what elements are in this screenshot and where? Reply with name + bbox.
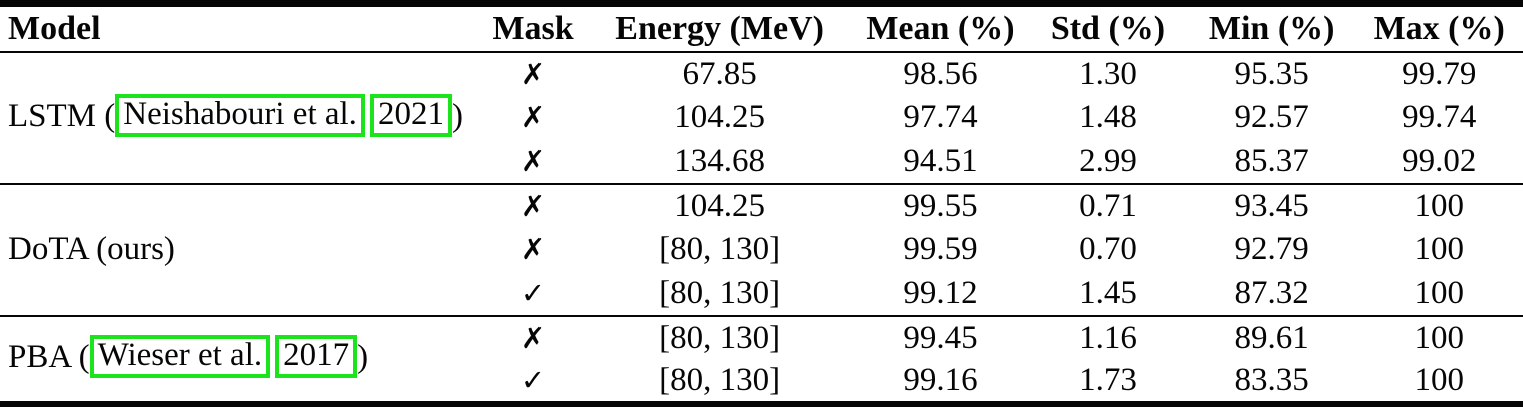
cross-icon: ✗ [520, 320, 546, 355]
cross-icon: ✗ [520, 188, 546, 223]
std-cell: 1.45 [1079, 274, 1137, 311]
mask-cell: ✗ [480, 316, 587, 360]
col-header-min: Min (%) [1208, 9, 1335, 47]
min-cell: 92.57 [1234, 99, 1309, 135]
min-cell: 89.61 [1234, 319, 1309, 356]
energy-cell: [80, 130] [659, 361, 781, 398]
model-cell-pba: PBA (Wieser et al. 2017) [0, 316, 480, 404]
mean-cell: 98.56 [903, 55, 978, 92]
cross-icon: ✗ [520, 100, 546, 134]
energy-cell: [80, 130] [659, 274, 781, 311]
std-cell: 1.73 [1079, 361, 1137, 398]
mask-cell: ✓ [480, 272, 587, 316]
table-row: LSTM (Neishabouri et al. 2021) ✗ 67.85 98… [0, 52, 1523, 138]
group-lstm: LSTM (Neishabouri et al. 2021) ✗ 67.85 98… [0, 52, 1523, 184]
group-pba: PBA (Wieser et al. 2017) ✗ [80, 130] 99.4… [0, 316, 1523, 404]
model-cell-dota: DoTA (ours) [0, 184, 480, 316]
model-label-prefix: PBA ( [8, 338, 90, 375]
max-cell: 100 [1414, 319, 1464, 356]
max-cell: 100 [1414, 274, 1464, 311]
std-cell: 1.30 [1079, 55, 1137, 92]
table-row: ✓ [80, 130] 99.12 1.45 87.32 100 [0, 272, 1523, 316]
mask-cell: ✗ [480, 52, 587, 96]
min-cell: 83.35 [1234, 361, 1309, 398]
std-cell: 2.99 [1079, 142, 1137, 179]
energy-cell: 134.68 [674, 142, 765, 179]
mask-cell: ✗ [480, 184, 587, 228]
mask-cell: ✓ [480, 360, 587, 404]
cross-icon: ✗ [520, 143, 546, 178]
table-row: ✗ 134.68 94.51 2.99 85.37 99.02 [0, 140, 1523, 184]
energy-cell: 104.25 [674, 99, 765, 135]
citation-link-2017[interactable]: 2017 [275, 335, 358, 379]
max-cell: 100 [1414, 361, 1464, 398]
std-cell: 0.70 [1079, 231, 1137, 267]
col-header-model: Model [8, 9, 101, 47]
model-label-suffix: ) [357, 338, 369, 375]
citation-link-2021[interactable]: 2021 [369, 94, 452, 138]
min-cell: 95.35 [1234, 55, 1309, 92]
min-cell: 87.32 [1234, 274, 1309, 311]
cross-icon: ✗ [520, 232, 546, 266]
mean-cell: 99.12 [903, 274, 978, 311]
mean-cell: 94.51 [903, 142, 978, 179]
results-table: Model Mask Energy (MeV) Mean (%) Std (%)… [0, 0, 1523, 407]
mean-cell: 99.59 [903, 231, 978, 267]
max-cell: 100 [1414, 187, 1464, 224]
std-cell: 0.71 [1079, 187, 1137, 224]
group-dota: DoTA (ours) ✗ 104.25 99.55 0.71 93.45 10… [0, 184, 1523, 316]
table-row: DoTA (ours) ✗ 104.25 99.55 0.71 93.45 10… [0, 184, 1523, 268]
mask-cell: ✗ [480, 228, 587, 272]
mean-cell: 99.16 [903, 361, 978, 398]
energy-cell: [80, 130] [659, 319, 781, 356]
min-cell: 93.45 [1234, 187, 1309, 224]
mask-cell: ✗ [480, 140, 587, 184]
min-cell: 92.79 [1234, 231, 1309, 267]
model-label-suffix: ) [451, 97, 463, 134]
col-header-energy: Energy (MeV) [615, 9, 824, 47]
mean-cell: 99.55 [903, 187, 978, 224]
check-icon: ✓ [520, 275, 546, 310]
cross-icon: ✗ [520, 56, 546, 91]
energy-cell: 104.25 [674, 187, 765, 224]
table-row: ✗ 104.25 97.74 1.48 92.57 99.74 [0, 96, 1523, 140]
citation-link-neishabouri[interactable]: Neishabouri et al. [115, 94, 365, 138]
min-cell: 85.37 [1234, 142, 1309, 179]
table-row: PBA (Wieser et al. 2017) ✗ [80, 130] 99.4… [0, 316, 1523, 379]
table-row: ✗ [80, 130] 99.59 0.70 92.79 100 [0, 228, 1523, 272]
col-header-max: Max (%) [1373, 9, 1505, 47]
mean-cell: 99.45 [903, 319, 978, 356]
model-label-prefix: LSTM ( [8, 97, 116, 134]
energy-cell: [80, 130] [659, 231, 781, 267]
max-cell: 99.74 [1402, 99, 1477, 135]
max-cell: 99.79 [1402, 55, 1477, 92]
std-cell: 1.16 [1079, 319, 1137, 356]
col-header-std: Std (%) [1050, 9, 1166, 47]
check-icon: ✓ [520, 362, 546, 397]
col-header-mean: Mean (%) [866, 9, 1015, 47]
table-row: ✓ [80, 130] 99.16 1.73 83.35 100 [0, 360, 1523, 404]
max-cell: 99.02 [1402, 142, 1477, 179]
std-cell: 1.48 [1079, 99, 1137, 135]
model-cell-lstm: LSTM (Neishabouri et al. 2021) [0, 52, 480, 184]
citation-link-wieser[interactable]: Wieser et al. [89, 335, 271, 379]
mean-cell: 97.74 [903, 99, 978, 135]
mask-cell: ✗ [480, 96, 587, 140]
header-row: Model Mask Energy (MeV) Mean (%) Std (%)… [0, 4, 1523, 52]
model-label: DoTA (ours) [8, 231, 175, 267]
energy-cell: 67.85 [682, 55, 757, 92]
col-header-mask: Mask [492, 9, 574, 47]
max-cell: 100 [1414, 231, 1464, 267]
